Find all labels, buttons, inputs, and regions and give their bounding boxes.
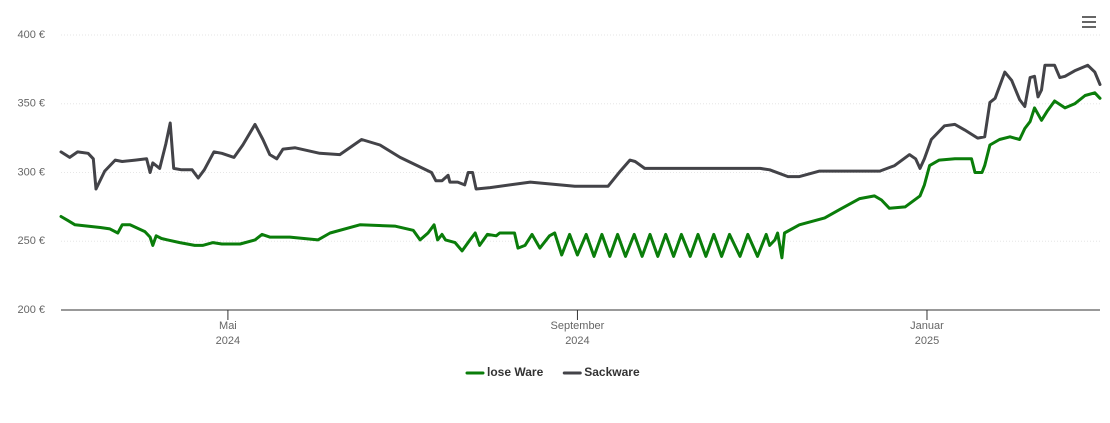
x-tick-label: Januar [910,320,944,332]
x-tick-sublabel: 2025 [915,335,939,347]
y-tick-label: 300 € [17,166,45,178]
legend-label: Sackware [584,365,640,379]
x-tick-label: September [551,320,605,332]
line [59,63,1102,191]
line [59,91,1102,260]
y-tick-label: 400 € [17,29,45,41]
x-tick-label: Mai [219,320,237,332]
legend-label: lose Ware [487,365,544,379]
y-tick-label: 200 € [17,304,45,316]
menu-button[interactable] [1079,12,1099,32]
y-tick-label: 350 € [17,98,45,110]
y-tick-label: 250 € [17,235,45,247]
x-tick-sublabel: 2024 [216,335,240,347]
x-tick-sublabel: 2024 [565,335,589,347]
